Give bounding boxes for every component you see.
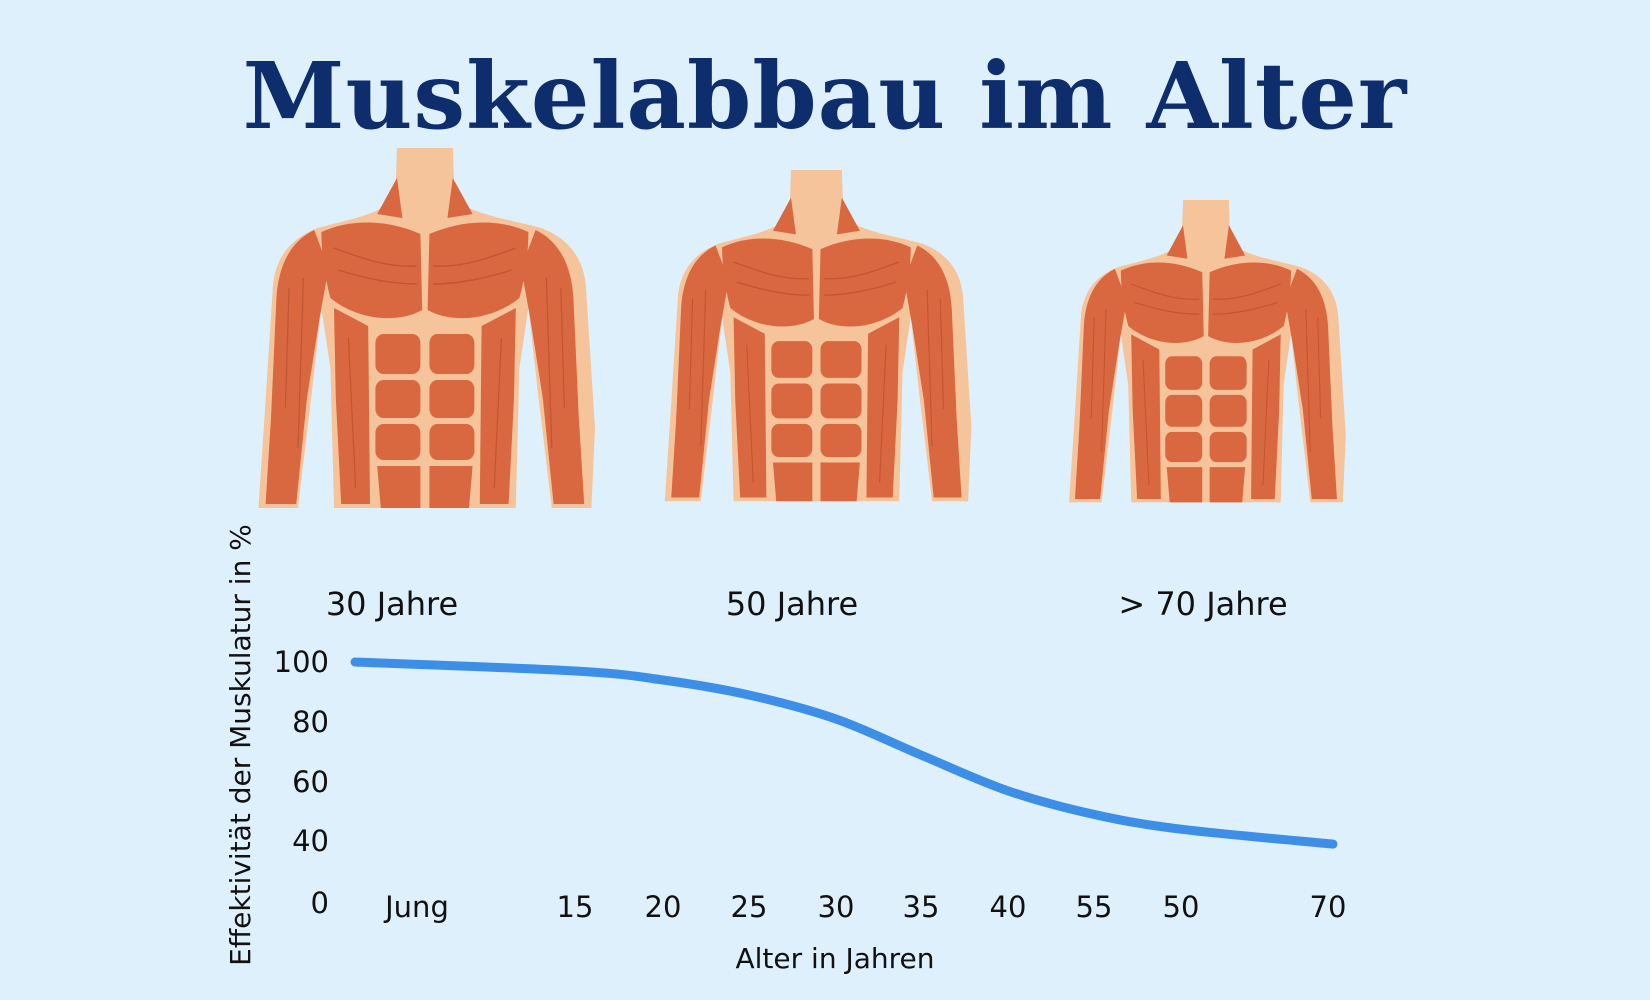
- age-label-70: > 70 Jahre: [1118, 585, 1287, 623]
- x-tick-label: 55: [1076, 890, 1113, 924]
- x-tick-label: 25: [731, 890, 768, 924]
- series-line: [350, 657, 1338, 849]
- x-tick-label: 35: [903, 890, 940, 924]
- x-tick-label: 50: [1163, 890, 1200, 924]
- x-tick-label: 40: [990, 890, 1027, 924]
- x-tick-label: 70: [1310, 890, 1347, 924]
- x-tick-label: 15: [557, 890, 594, 924]
- x-tick-label: Jung: [383, 890, 449, 924]
- y-tick-label: 40: [292, 824, 329, 858]
- x-tick-label: 20: [645, 890, 682, 924]
- age-label-50: 50 Jahre: [726, 585, 858, 623]
- y-tick-label: 0: [311, 886, 329, 920]
- y-tick-label: 60: [292, 765, 329, 799]
- y-tick-label: 80: [292, 705, 329, 739]
- x-axis-label: Alter in Jahren: [735, 942, 934, 975]
- y-axis-label: Effektivität der Muskulatur in %: [224, 524, 257, 966]
- y-tick-label: 100: [274, 645, 329, 679]
- age-label-30: 30 Jahre: [326, 585, 458, 623]
- page-title: Muskelabbau im Alter: [242, 42, 1408, 150]
- x-tick-label: 30: [818, 890, 855, 924]
